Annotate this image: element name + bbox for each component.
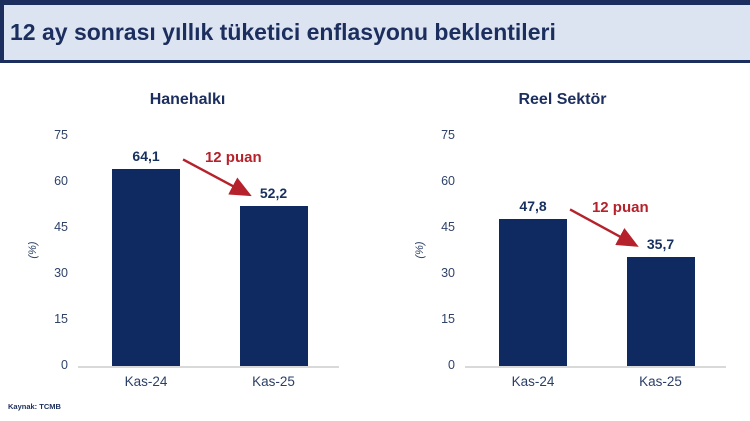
y-axis-label: (%) <box>414 241 426 259</box>
y-tick-label: 30 <box>441 266 455 280</box>
bar-value-label: 64,1 <box>132 148 160 165</box>
y-axis-label: (%) <box>27 241 39 259</box>
y-tick-label: 15 <box>54 312 68 326</box>
header-bar: 12 ay sonrası yıllık tüketici enflasyonu… <box>0 0 750 63</box>
x-axis-line <box>78 366 339 368</box>
page-title: 12 ay sonrası yıllık tüketici enflasyonu… <box>10 19 556 45</box>
bar-Kas-25 <box>239 205 308 366</box>
chart-title-reel-sektor: Reel Sektör <box>518 91 607 108</box>
y-tick-label: 0 <box>61 358 68 372</box>
x-category-label: Kas-25 <box>252 374 295 389</box>
y-tick-label: 0 <box>448 358 455 372</box>
y-tick-label: 60 <box>441 174 455 188</box>
y-tick-label: 45 <box>441 220 455 234</box>
y-tick-label: 75 <box>54 128 68 142</box>
annotation-text: 12 puan <box>204 149 262 167</box>
bar-value-label: 47,8 <box>519 198 547 215</box>
x-category-label: Kas-25 <box>639 374 682 389</box>
annotation-text: 12 puan <box>591 199 649 217</box>
y-tick-label: 45 <box>54 220 68 234</box>
annotation-arrow-icon <box>182 158 252 197</box>
header-left-accent <box>0 5 4 63</box>
chart-panel-reel-sektor: Reel Sektör 0 15 30 45 60 75 (%) 47,8 Kas-24 35,7… <box>375 68 750 408</box>
chart-title-hanehalki: Hanehalkı <box>149 91 226 108</box>
x-axis-line <box>465 366 726 368</box>
bar-Kas-24 <box>499 219 568 366</box>
y-tick-label: 60 <box>54 174 68 188</box>
x-category-label: Kas-24 <box>124 374 168 389</box>
y-tick-label: 75 <box>441 128 455 142</box>
x-category-label: Kas-24 <box>511 374 555 389</box>
bar-Kas-24 <box>112 169 181 366</box>
y-tick-label: 30 <box>54 266 68 280</box>
chart-panel-hanehalki: Hanehalkı 0 15 30 45 60 75 (%) 64,1 Kas-24 52,2 Ka… <box>0 68 375 408</box>
bar-value-label: 35,7 <box>646 235 675 252</box>
bar-value-label: 52,2 <box>259 184 288 201</box>
source-note: Kaynak: TCMB <box>8 402 61 411</box>
y-tick-label: 15 <box>441 312 455 326</box>
bar-Kas-25 <box>626 256 695 366</box>
